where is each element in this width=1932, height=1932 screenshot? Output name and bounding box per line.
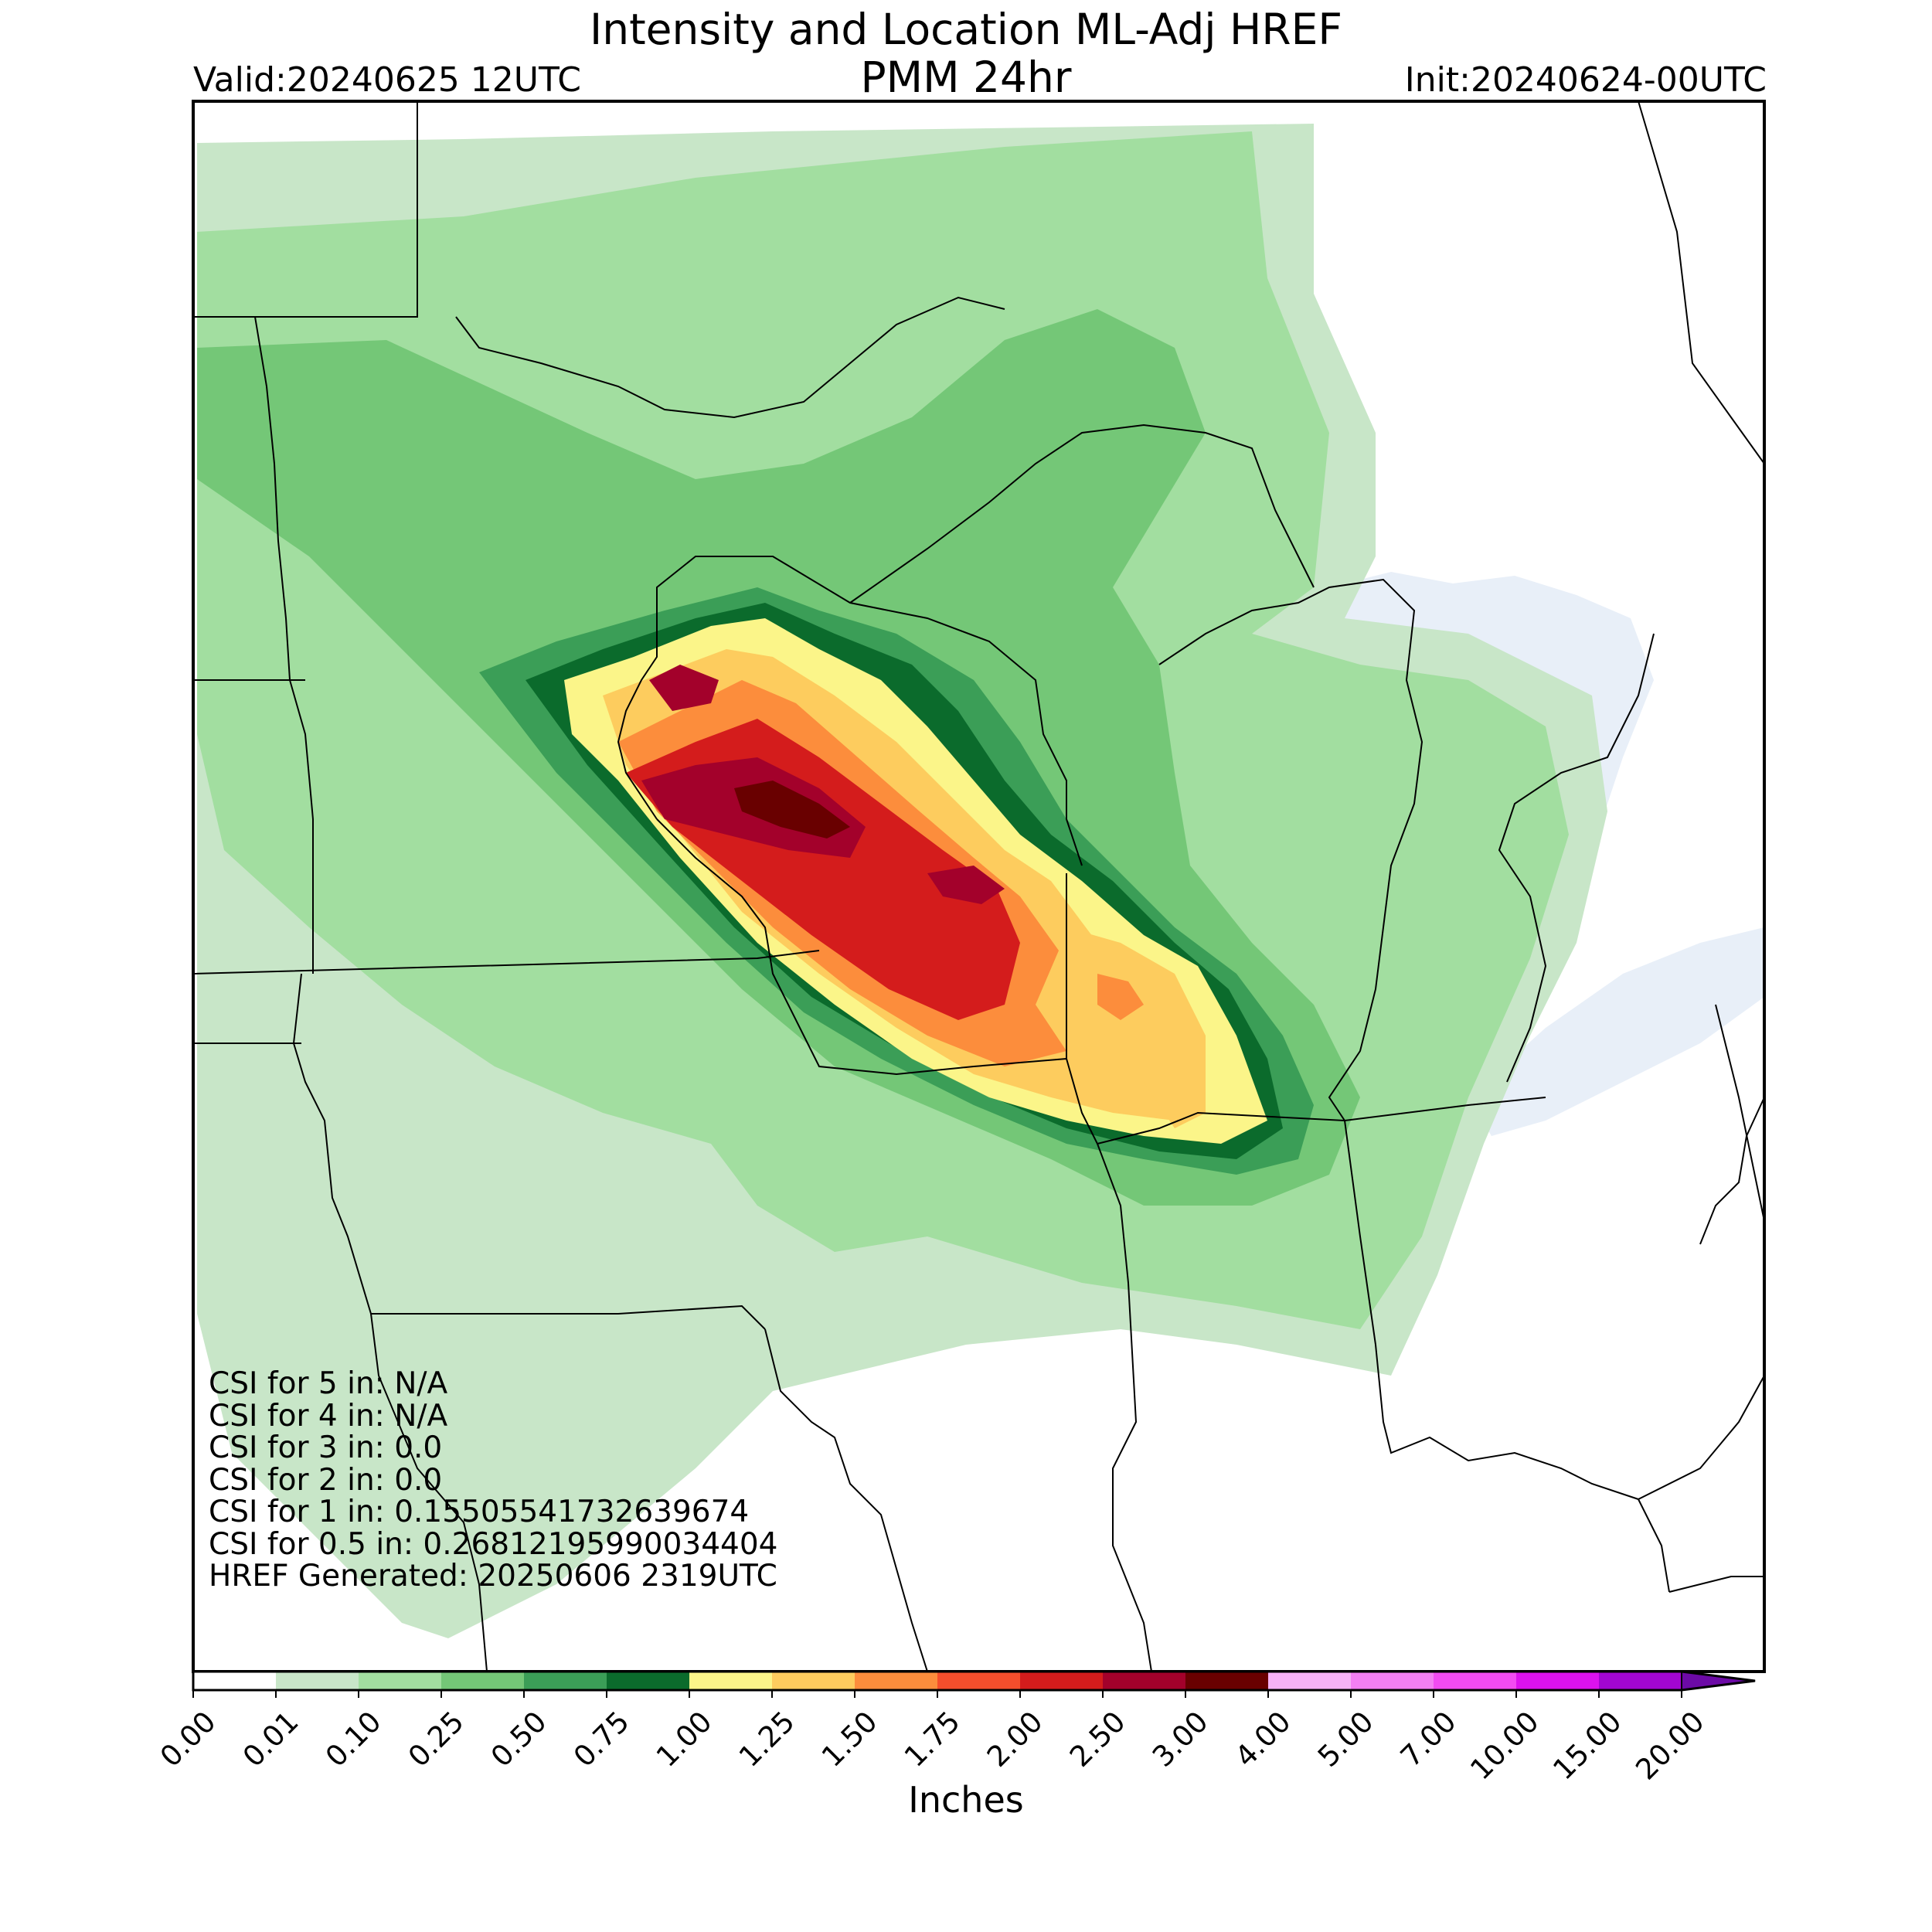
precip-shading <box>197 124 1607 1638</box>
map-subtitle: PMM 24hr <box>860 53 1072 102</box>
lake-erie <box>1468 927 1764 1136</box>
colorbar-tick-label: 10.00 <box>1464 1705 1545 1786</box>
colorbar-segment <box>1020 1672 1103 1690</box>
init-time: Init:20240624-00UTC <box>1404 60 1767 100</box>
colorbar-tick-label: 5.00 <box>1311 1705 1380 1774</box>
colorbar-segment <box>1268 1672 1351 1690</box>
colorbar-tick-label: 1.75 <box>898 1705 967 1774</box>
colorbar-segment <box>607 1672 689 1690</box>
colorbar-segment <box>937 1672 1020 1690</box>
colorbar-tick-label: 2.00 <box>981 1705 1049 1774</box>
colorbar-tick-label: 0.10 <box>319 1705 388 1774</box>
colorbar-tick-label: 0.01 <box>236 1705 305 1774</box>
colorbar-tick-label: 1.50 <box>815 1705 884 1774</box>
colorbar-segment <box>441 1672 524 1690</box>
colorbar-segment <box>1516 1672 1599 1690</box>
colorbar-tick-label: 7.00 <box>1394 1705 1463 1774</box>
csi-1in: CSI for 1 in: 0.15505541732639674 <box>209 1495 750 1529</box>
colorbar-tick-label: 2.50 <box>1063 1705 1132 1774</box>
csi-4in: CSI for 4 in: N/A <box>209 1398 448 1434</box>
colorbar-segment <box>855 1672 937 1690</box>
colorbar-segment <box>1599 1672 1682 1690</box>
colorbar-tick-label: 4.00 <box>1229 1705 1298 1774</box>
stats-block: CSI for 5 in: N/A CSI for 4 in: N/A CSI … <box>209 1368 777 1593</box>
colorbar-tick-label: 0.75 <box>567 1705 636 1774</box>
map-title: Intensity and Location ML-Adj HREF <box>590 5 1342 54</box>
colorbar-segment <box>524 1672 607 1690</box>
colorbar-tick-label: 3.00 <box>1146 1705 1215 1774</box>
csi-3in: CSI for 3 in: 0.0 <box>209 1430 443 1465</box>
colorbar-segment <box>689 1672 772 1690</box>
colorbar-tick-label: 1.25 <box>733 1705 801 1774</box>
colorbar-segment <box>1103 1672 1185 1690</box>
colorbar-tick-label: 20.00 <box>1629 1705 1710 1786</box>
colorbar-extend-arrow <box>1681 1670 1756 1692</box>
colorbar-tick-label: 1.00 <box>650 1705 719 1774</box>
state-borders <box>193 101 1764 1672</box>
colorbar-segment <box>1434 1672 1516 1690</box>
colorbar-tick-label: 15.00 <box>1546 1705 1628 1786</box>
csi-5in: CSI for 5 in: N/A <box>209 1366 448 1401</box>
href-generated: HREF Generated: 20250606 2319UTC <box>209 1559 777 1594</box>
colorbar-label: Inches <box>908 1779 1024 1821</box>
csi-0-5in: CSI for 0.5 in: 0.26812195990034404 <box>209 1526 778 1562</box>
colorbar-tick-label: 0.50 <box>485 1705 553 1774</box>
colorbar-segment <box>276 1672 359 1690</box>
colorbar-segment <box>359 1672 441 1690</box>
csi-2in: CSI for 2 in: 0.0 <box>209 1462 443 1498</box>
colorbar-outline <box>192 1670 1756 1692</box>
colorbar-segment <box>1185 1672 1268 1690</box>
colorbar-tick-label: 0.00 <box>154 1705 223 1774</box>
colorbar-tick-label: 0.25 <box>402 1705 471 1774</box>
colorbar-segment <box>772 1672 855 1690</box>
valid-time: Valid:20240625 12UTC <box>193 60 582 100</box>
colorbar-segment <box>1351 1672 1434 1690</box>
colorbar-segment <box>193 1672 276 1690</box>
